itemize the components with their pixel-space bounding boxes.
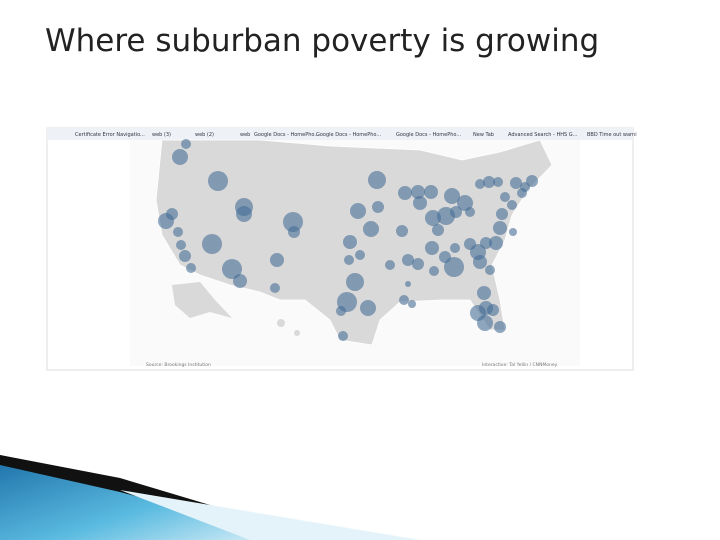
bookmark[interactable]: web (3) (152, 132, 171, 138)
browser-bookmarks-bar (47, 128, 633, 140)
bookmark-list: Certificate Error Navigatio... web (3) web… (75, 132, 637, 138)
slide-title: Where suburban poverty is growing (45, 23, 600, 59)
bookmark[interactable]: Certificate Error Navigatio... (75, 132, 145, 138)
bookmark[interactable]: Google Docs - HomePho... (316, 132, 382, 138)
hawaii (277, 319, 285, 327)
alaska (172, 282, 232, 318)
bubbles (158, 139, 538, 341)
credit-note: Interactive: Tal Yellin / CNNMoney (482, 362, 558, 368)
bookmark[interactable]: BBD Time out warni (587, 132, 637, 138)
bookmark[interactable]: Google Docs - HomePho... (396, 132, 462, 138)
bookmark[interactable]: Google Docs - HomePho... (254, 132, 320, 138)
bookmark[interactable]: New Tab (473, 132, 494, 138)
bookmark[interactable]: Advanced Search - HHS G... (508, 132, 578, 138)
bookmark[interactable]: web (2) (195, 132, 214, 138)
hawaii (294, 330, 300, 336)
swoosh-light (120, 490, 420, 540)
source-note: Source: Brookings Institution (146, 362, 211, 368)
bookmark[interactable]: web (240, 132, 250, 138)
